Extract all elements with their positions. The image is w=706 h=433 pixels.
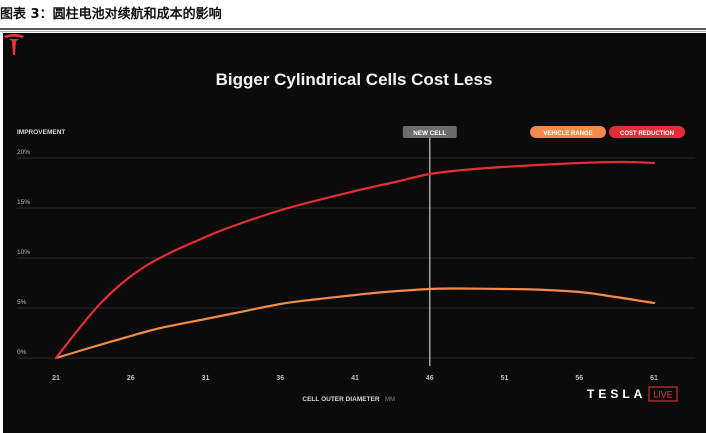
chart-title: Bigger Cylindrical Cells Cost Less xyxy=(216,70,493,89)
x-axis-label: CELL OUTER DIAMETER xyxy=(302,396,379,403)
chart-panel: Bigger Cylindrical Cells Cost Less IMPRO… xyxy=(3,33,706,433)
line-chart: Bigger Cylindrical Cells Cost Less IMPRO… xyxy=(17,70,695,403)
x-tick-label: 31 xyxy=(202,375,210,382)
marker-label: NEW CELL xyxy=(413,130,446,137)
x-tick-label: 56 xyxy=(575,375,583,382)
legend-pill xyxy=(530,126,606,138)
legend: VEHICLE RANGE COST REDUCTION xyxy=(530,126,685,138)
y-tick-label: 15% xyxy=(17,199,30,206)
x-tick-label: 61 xyxy=(650,375,658,382)
gridlines xyxy=(17,157,695,359)
y-axis-label: IMPROVEMENT xyxy=(17,129,65,136)
live-badge-label: LIVE xyxy=(653,390,673,400)
figure-caption: 图表 3：圆柱电池对续航和成本的影响 xyxy=(0,7,222,22)
y-tick-label: 20% xyxy=(17,149,30,156)
y-tick-label: 5% xyxy=(17,299,27,306)
new-cell-marker: NEW CELL xyxy=(402,126,457,366)
x-tick-labels: 21 26 31 36 41 46 51 56 61 xyxy=(52,375,658,382)
x-tick-label: 51 xyxy=(501,375,509,382)
y-tick-label: 10% xyxy=(17,249,30,256)
x-tick-label: 46 xyxy=(426,375,434,382)
live-badge xyxy=(648,386,678,402)
legend-label: VEHICLE RANGE xyxy=(543,131,592,137)
legend-label: COST REDUCTION xyxy=(620,131,674,137)
x-tick-label: 36 xyxy=(276,375,284,382)
x-tick-label: 41 xyxy=(351,375,359,382)
marker-badge xyxy=(402,126,457,138)
tesla-t-icon xyxy=(4,34,24,55)
x-tick-label: 21 xyxy=(52,375,60,382)
series-line-cost-reduction xyxy=(54,160,656,360)
tesla-live-logo: TESLA LIVE xyxy=(587,386,678,402)
caption-rule-thin xyxy=(0,31,706,32)
y-tick-label: 0% xyxy=(17,349,27,356)
legend-pill xyxy=(609,126,685,138)
y-tick-labels: 0% 5% 10% 15% 20% xyxy=(17,149,30,356)
tesla-wordmark: TESLA xyxy=(587,387,646,401)
caption-rule xyxy=(0,28,706,30)
series-line-vehicle-range xyxy=(54,287,656,360)
x-axis-unit: MM xyxy=(385,397,395,403)
x-tick-label: 26 xyxy=(127,375,135,382)
series-lines xyxy=(54,160,656,360)
